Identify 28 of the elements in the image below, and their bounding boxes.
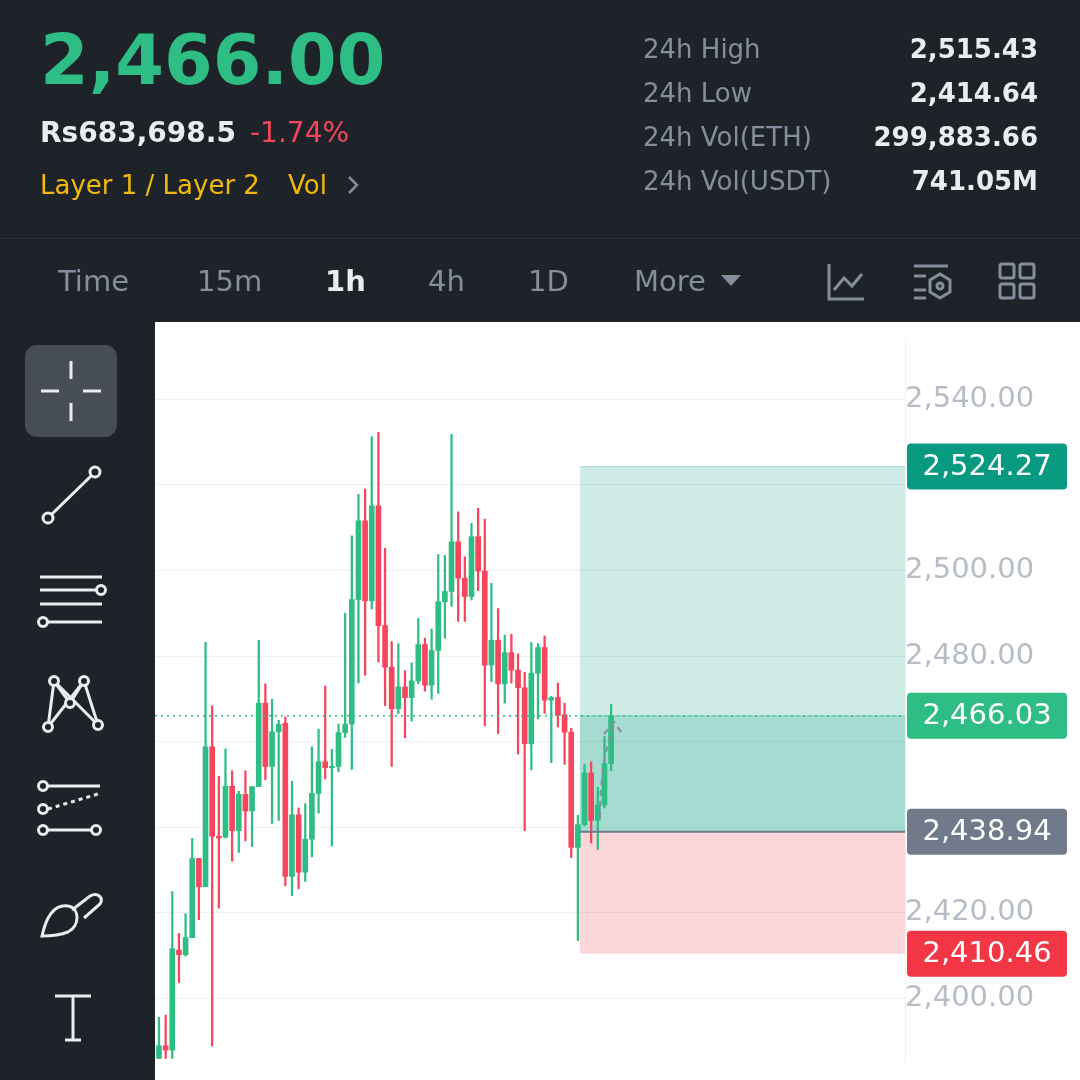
band-label: 2,410.46 (922, 935, 1052, 970)
band-label: 2,524.27 (922, 448, 1052, 483)
ref-line-label: 2,438.94 (922, 813, 1052, 848)
y-tick-label: 2,540.00 (905, 379, 1035, 414)
text: Vol (288, 169, 327, 202)
y-tick-label: 2,480.00 (905, 636, 1035, 671)
text: Time (58, 264, 129, 298)
text: 299,883.66 (873, 121, 1038, 154)
text: 24h High (643, 33, 761, 66)
y-tick-label: 2,400.00 (905, 978, 1035, 1013)
text: 2,414.64 (909, 77, 1038, 110)
y-tick-label: 2,420.00 (905, 893, 1035, 928)
text: 4h (428, 264, 465, 298)
text: 1h (325, 264, 366, 298)
text: More (634, 264, 706, 298)
text: 1D (528, 264, 569, 298)
text: 2,515.43 (909, 33, 1038, 66)
text: 741.05M (911, 165, 1038, 198)
text: 24h Vol(ETH) (643, 121, 812, 154)
text: -1.74% (250, 116, 350, 150)
ref-line-label: 2,466.03 (922, 697, 1052, 732)
text: Layer 1 / Layer 2 (40, 169, 260, 202)
text: 24h Vol(USDT) (643, 165, 832, 198)
text: Rs683,698.5 (40, 116, 236, 150)
y-tick-label: 2,500.00 (905, 551, 1035, 586)
text: 24h Low (643, 77, 753, 110)
text: 15m (197, 264, 263, 298)
chart-title: 2,466.00 (40, 19, 386, 101)
